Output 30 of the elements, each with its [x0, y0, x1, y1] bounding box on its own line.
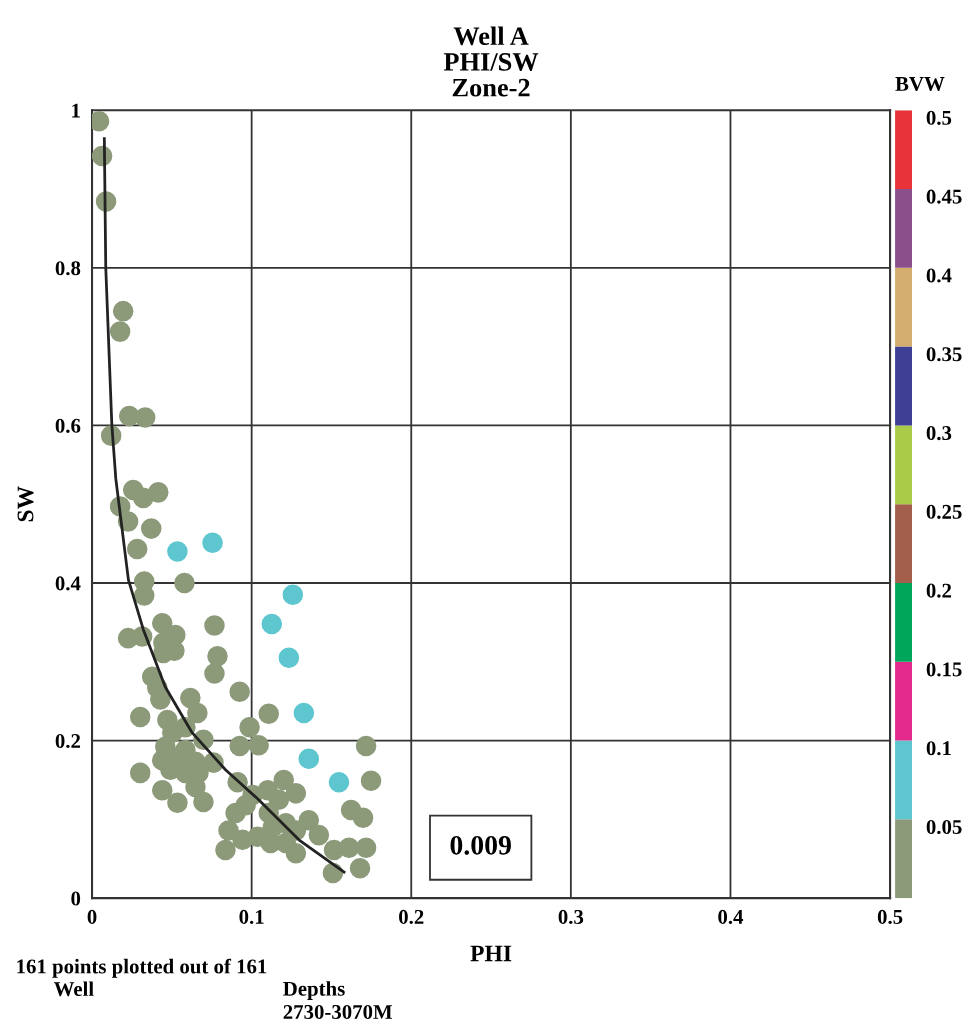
- x-tick-label: 0.3: [558, 909, 584, 925]
- x-tick-label: 0: [87, 909, 97, 924]
- color-bar-label: 0.5: [926, 110, 952, 125]
- x-tick-label: 0.1: [239, 909, 264, 925]
- color-bar-label: 0.4: [926, 268, 952, 283]
- y-tick-label: 1: [72, 103, 80, 118]
- y-tick-label: 0: [71, 891, 81, 906]
- text: Depths 2730-3070M: [283, 981, 393, 1020]
- color-bar-title: BVW: [895, 77, 945, 92]
- color-bar-label: 0.3: [926, 425, 952, 441]
- color-bar-label: 0.35: [926, 347, 962, 362]
- text: Well: [53, 981, 94, 997]
- y-tick-label: 0.4: [55, 576, 81, 591]
- x-tick-label: 0.2: [399, 909, 424, 925]
- color-bar-label: 0.15: [926, 662, 962, 677]
- x-tick-label: 0.5: [877, 909, 903, 925]
- text: 161 points plotted out of 161: [17, 958, 267, 978]
- x-tick-label: 0.4: [718, 909, 744, 925]
- color-bar-label: 0.05: [926, 819, 962, 835]
- color-bar-label: 0.2: [926, 583, 952, 598]
- y-axis-title: SW: [17, 486, 34, 522]
- color-bar-label: 0.1: [926, 741, 951, 756]
- y-tick-label: 0.6: [55, 418, 81, 433]
- y-tick-label: 0.2: [55, 733, 81, 749]
- y-tick-label: 0.8: [55, 261, 81, 276]
- x-axis-title: PHI: [470, 945, 512, 962]
- chart-title: Well A PHI/SW Zone-2: [443, 26, 539, 97]
- annotation: 0.009: [450, 835, 511, 855]
- color-bar-label: 0.45: [926, 189, 962, 204]
- color-bar-label: 0.25: [926, 504, 962, 519]
